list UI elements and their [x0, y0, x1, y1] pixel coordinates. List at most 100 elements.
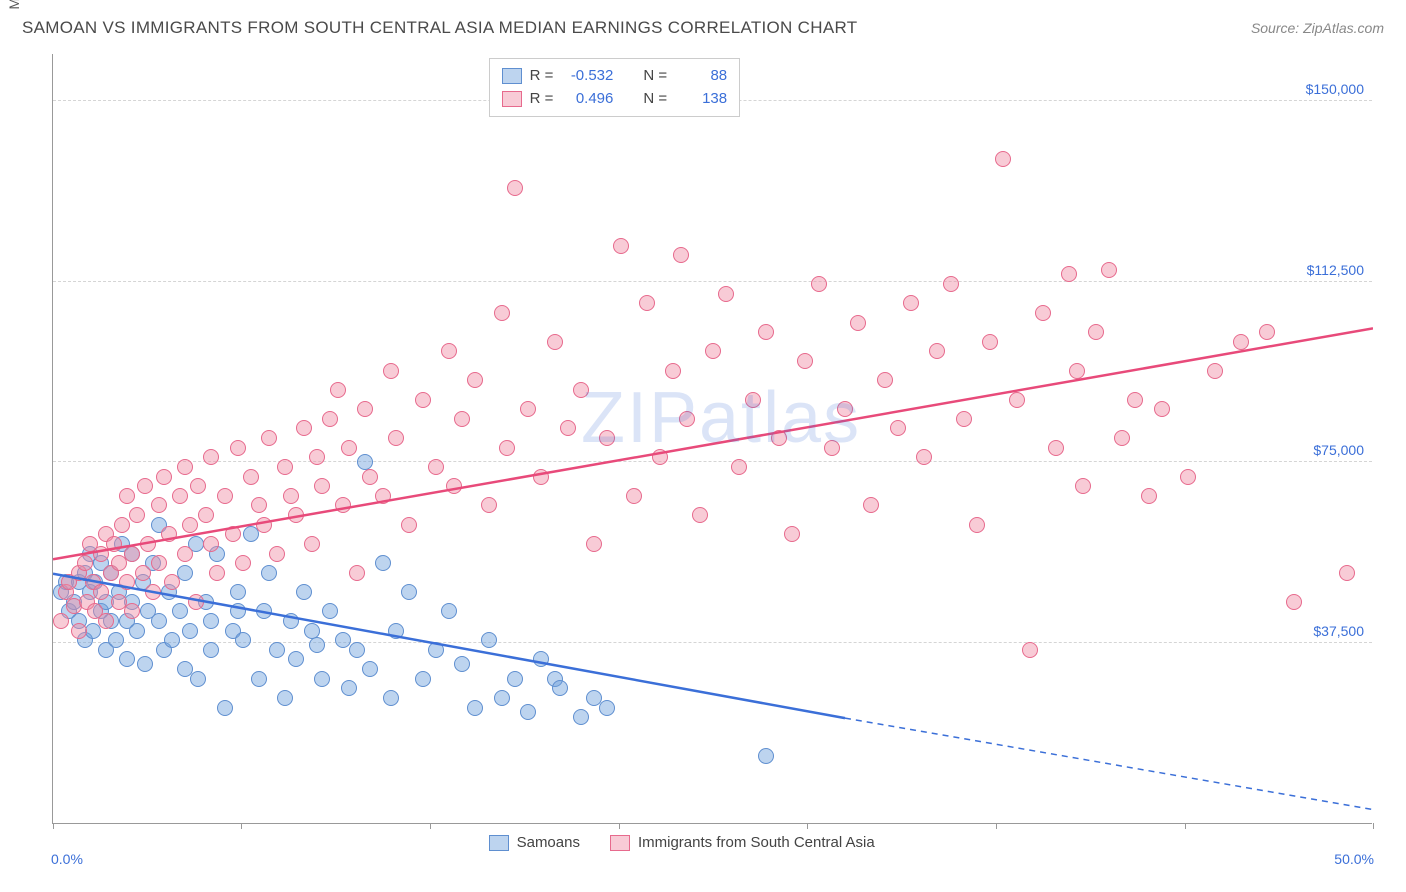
- chart-title: SAMOAN VS IMMIGRANTS FROM SOUTH CENTRAL …: [22, 18, 857, 38]
- legend-label: Immigrants from South Central Asia: [638, 834, 875, 851]
- data-point: [230, 584, 246, 600]
- data-point: [1075, 478, 1091, 494]
- data-point: [758, 324, 774, 340]
- data-point: [507, 180, 523, 196]
- data-point: [256, 603, 272, 619]
- data-point: [499, 440, 515, 456]
- data-point: [481, 497, 497, 513]
- data-point: [209, 565, 225, 581]
- data-point: [151, 555, 167, 571]
- data-point: [428, 642, 444, 658]
- data-point: [626, 488, 642, 504]
- data-point: [177, 459, 193, 475]
- data-point: [1286, 594, 1302, 610]
- data-point: [124, 546, 140, 562]
- data-point: [341, 440, 357, 456]
- data-point: [177, 565, 193, 581]
- data-point: [164, 574, 180, 590]
- data-point: [283, 613, 299, 629]
- data-point: [256, 517, 272, 533]
- data-point: [705, 343, 721, 359]
- data-point: [552, 680, 568, 696]
- data-point: [731, 459, 747, 475]
- data-point: [929, 343, 945, 359]
- data-point: [415, 671, 431, 687]
- legend-swatch: [610, 835, 630, 851]
- data-point: [362, 469, 378, 485]
- legend-stats-row: R =-0.532N =88: [502, 65, 728, 88]
- data-point: [982, 334, 998, 350]
- x-tick: [807, 823, 808, 829]
- data-point: [375, 555, 391, 571]
- data-point: [758, 748, 774, 764]
- data-point: [599, 700, 615, 716]
- y-tick-label: $37,500: [1313, 623, 1364, 639]
- data-point: [401, 517, 417, 533]
- data-point: [235, 632, 251, 648]
- data-point: [172, 488, 188, 504]
- data-point: [494, 305, 510, 321]
- data-point: [119, 488, 135, 504]
- data-point: [349, 642, 365, 658]
- data-point: [164, 632, 180, 648]
- data-point: [863, 497, 879, 513]
- data-point: [916, 449, 932, 465]
- data-point: [230, 603, 246, 619]
- data-point: [1114, 430, 1130, 446]
- data-point: [1233, 334, 1249, 350]
- data-point: [330, 382, 346, 398]
- data-point: [1048, 440, 1064, 456]
- data-point: [243, 469, 259, 485]
- data-point: [203, 536, 219, 552]
- data-point: [182, 517, 198, 533]
- data-point: [383, 363, 399, 379]
- trend-lines: [53, 54, 1373, 824]
- x-tick: [996, 823, 997, 829]
- data-point: [375, 488, 391, 504]
- x-tick: [430, 823, 431, 829]
- gridline: [53, 461, 1372, 462]
- data-point: [692, 507, 708, 523]
- data-point: [283, 488, 299, 504]
- data-point: [969, 517, 985, 533]
- data-point: [1009, 392, 1025, 408]
- data-point: [943, 276, 959, 292]
- data-point: [119, 574, 135, 590]
- data-point: [824, 440, 840, 456]
- data-point: [441, 603, 457, 619]
- data-point: [428, 459, 444, 475]
- data-point: [198, 507, 214, 523]
- data-point: [349, 565, 365, 581]
- data-point: [217, 488, 233, 504]
- data-point: [507, 671, 523, 687]
- data-point: [190, 478, 206, 494]
- data-point: [1154, 401, 1170, 417]
- data-point: [446, 478, 462, 494]
- data-point: [145, 584, 161, 600]
- data-point: [182, 623, 198, 639]
- x-tick: [1373, 823, 1374, 829]
- data-point: [665, 363, 681, 379]
- legend-item: Immigrants from South Central Asia: [610, 834, 875, 851]
- data-point: [119, 651, 135, 667]
- legend-stats: R =-0.532N =88R =0.496N =138: [489, 58, 741, 117]
- data-point: [784, 526, 800, 542]
- data-point: [586, 536, 602, 552]
- data-point: [71, 623, 87, 639]
- x-tick: [241, 823, 242, 829]
- x-tick: [1185, 823, 1186, 829]
- data-point: [877, 372, 893, 388]
- y-tick-label: $112,500: [1307, 262, 1364, 278]
- data-point: [269, 546, 285, 562]
- data-point: [1127, 392, 1143, 408]
- x-max-label: 50.0%: [1334, 851, 1374, 867]
- data-point: [296, 420, 312, 436]
- y-axis-label: Median Earnings: [6, 0, 22, 9]
- data-point: [745, 392, 761, 408]
- data-point: [1141, 488, 1157, 504]
- data-point: [203, 613, 219, 629]
- data-point: [811, 276, 827, 292]
- legend-label: Samoans: [517, 834, 580, 851]
- data-point: [1207, 363, 1223, 379]
- data-point: [288, 507, 304, 523]
